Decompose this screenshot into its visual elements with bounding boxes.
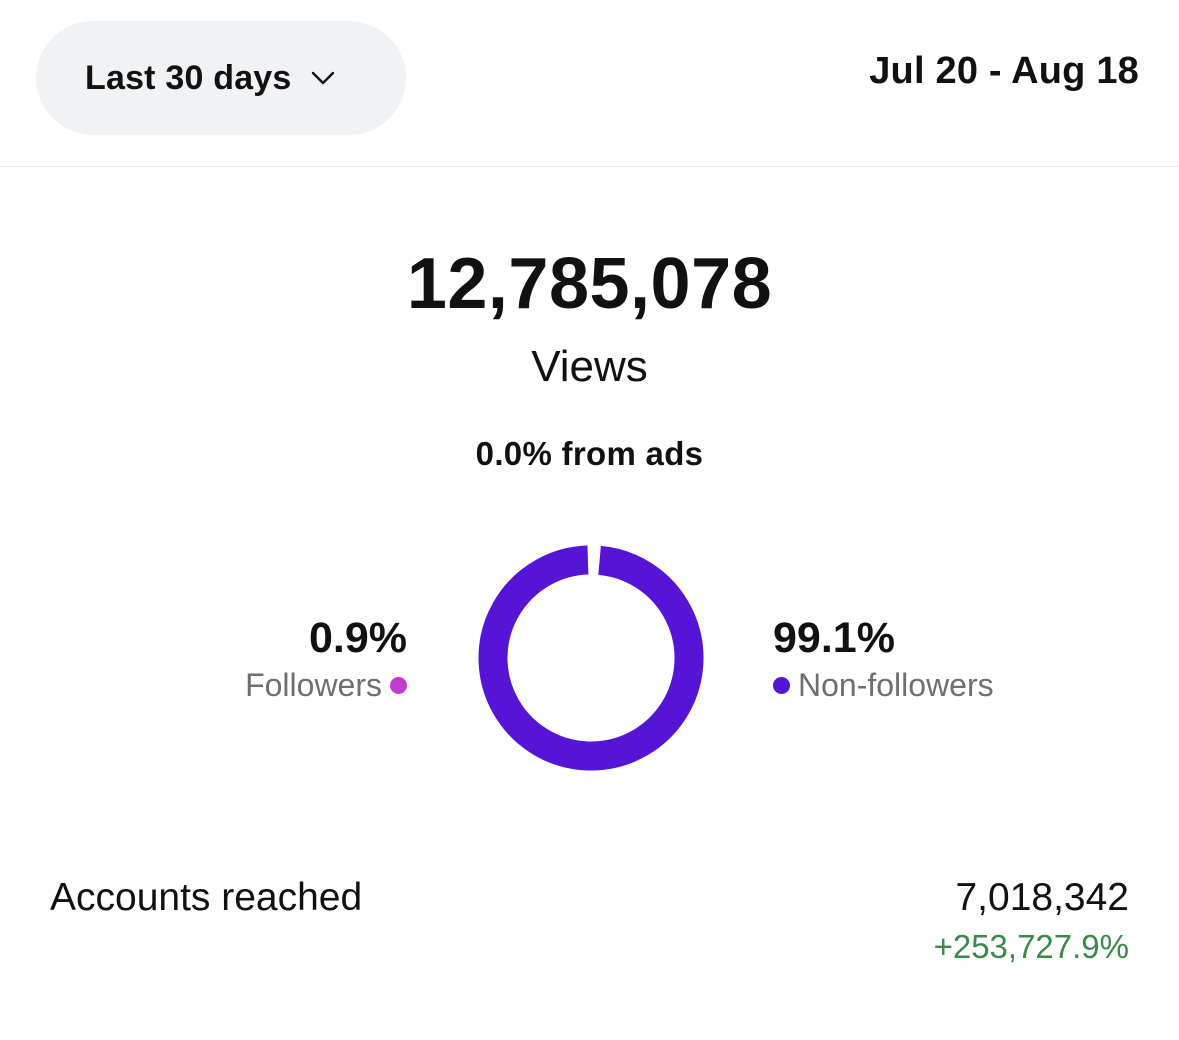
followers-legend-row: Followers bbox=[245, 664, 407, 706]
non-followers-dot-icon bbox=[773, 676, 790, 694]
views-label: Views bbox=[531, 342, 648, 391]
ads-percentage-note: 0.0% from ads bbox=[475, 435, 704, 472]
views-donut-chart bbox=[478, 545, 704, 771]
date-range-dropdown-label: Last 30 days bbox=[85, 58, 292, 97]
views-count: 12,785,078 bbox=[406, 244, 773, 324]
legend-non-followers: 99.1% Non-followers bbox=[773, 612, 994, 706]
followers-dot-icon bbox=[390, 676, 407, 694]
non-followers-legend-row: Non-followers bbox=[773, 664, 994, 706]
accounts-reached-value: 7,018,342 bbox=[955, 876, 1129, 919]
accounts-reached-delta: +253,727.9% bbox=[933, 928, 1129, 965]
chevron-down-icon bbox=[311, 71, 334, 85]
date-range-text: Jul 20 - Aug 18 bbox=[869, 50, 1139, 92]
legend-followers: 0.9% Followers bbox=[245, 612, 407, 706]
followers-percentage: 0.9% bbox=[308, 614, 407, 662]
non-followers-label: Non-followers bbox=[798, 667, 994, 703]
non-followers-percentage: 99.1% bbox=[773, 614, 895, 662]
header-divider bbox=[0, 166, 1179, 167]
date-range-dropdown[interactable]: Last 30 days bbox=[36, 21, 406, 135]
followers-label: Followers bbox=[245, 667, 382, 703]
accounts-reached-label: Accounts reached bbox=[50, 876, 363, 919]
donut-slice-non-followers bbox=[478, 545, 704, 771]
